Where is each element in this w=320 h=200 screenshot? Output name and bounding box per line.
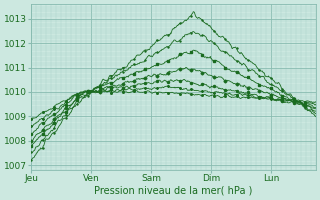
X-axis label: Pression niveau de la mer( hPa ): Pression niveau de la mer( hPa ) [94,186,253,196]
